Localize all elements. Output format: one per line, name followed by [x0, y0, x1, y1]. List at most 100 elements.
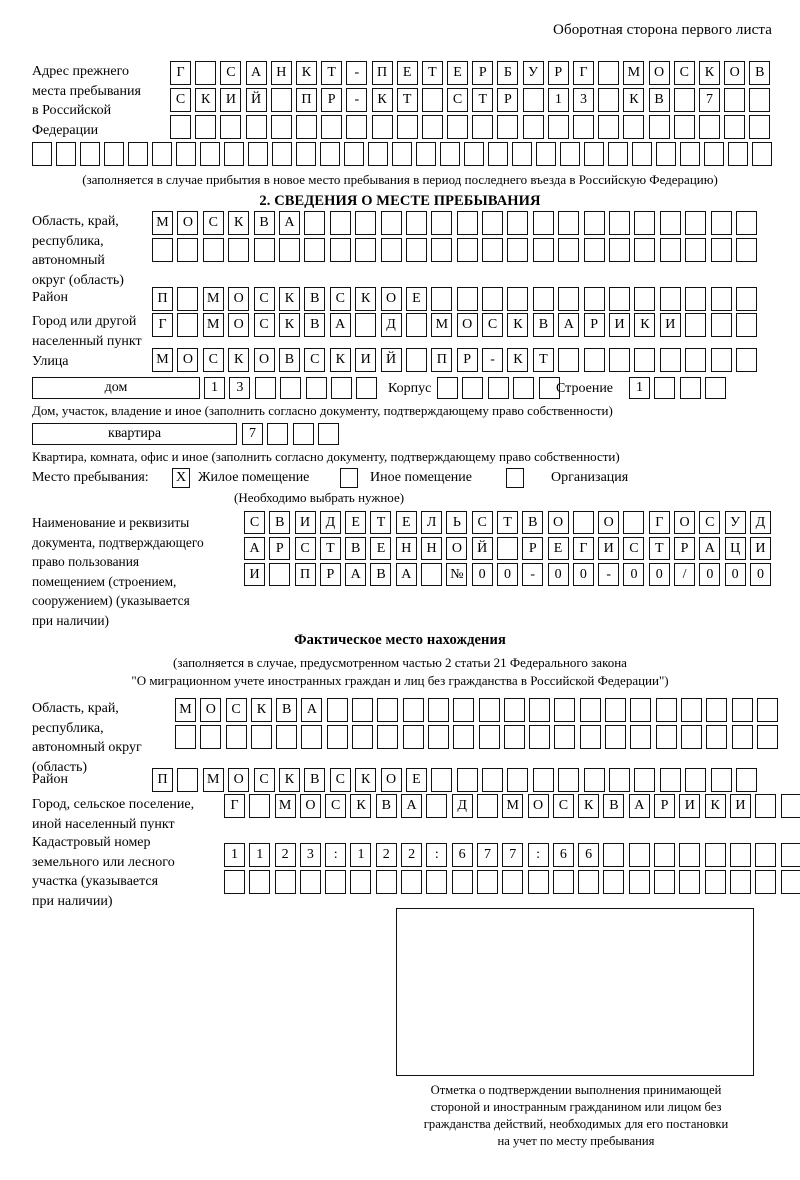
actual-region-cell[interactable]: К	[250, 698, 272, 722]
prev-address-cell[interactable]: Т	[396, 88, 418, 112]
prev-address-cell[interactable]	[320, 142, 340, 166]
region-cell[interactable]	[456, 238, 478, 262]
city-cell[interactable]	[177, 313, 199, 337]
street-cell[interactable]	[609, 348, 631, 372]
actual-region-cell[interactable]	[478, 725, 500, 749]
prev-address-cell[interactable]	[447, 115, 469, 139]
document-cell[interactable]: А	[395, 563, 417, 586]
document-cell[interactable]: У	[724, 511, 746, 534]
document-cell[interactable]: А	[244, 537, 265, 560]
house-cell[interactable]	[305, 377, 327, 399]
house-cell[interactable]	[356, 377, 378, 399]
prev-address-cell[interactable]: Г	[170, 61, 191, 85]
actual-region-row-2[interactable]	[175, 725, 782, 749]
prev-address-cell[interactable]: -	[346, 61, 368, 85]
cadastral-cell[interactable]: 2	[274, 843, 296, 867]
cadastral-cell[interactable]	[451, 870, 473, 894]
document-cell[interactable]: В	[345, 537, 367, 560]
actual-region-cell[interactable]	[579, 725, 601, 749]
actual-region-cell[interactable]	[326, 725, 348, 749]
prev-address-cell[interactable]	[598, 115, 620, 139]
region-cell[interactable]	[532, 238, 554, 262]
actual-city-cell[interactable]	[780, 794, 800, 818]
cadastral-cell[interactable]	[654, 870, 676, 894]
street-cell[interactable]	[634, 348, 656, 372]
region-cell[interactable]	[710, 211, 732, 235]
actual-region-cell[interactable]	[352, 725, 374, 749]
region-cell[interactable]	[329, 211, 351, 235]
actual-region-cell[interactable]	[377, 698, 399, 722]
region-cell[interactable]: С	[202, 211, 224, 235]
region-cell[interactable]	[532, 211, 554, 235]
cadastral-row-2[interactable]	[224, 870, 800, 894]
region-cell[interactable]	[507, 211, 529, 235]
prev-address-cell[interactable]: М	[623, 61, 645, 85]
actual-region-cell[interactable]	[605, 698, 627, 722]
document-cell[interactable]: 0	[572, 563, 594, 586]
prev-address-cell[interactable]	[321, 115, 343, 139]
street-cell[interactable]: И	[355, 348, 377, 372]
region-cell[interactable]	[507, 238, 529, 262]
district-cell[interactable]: С	[253, 287, 275, 311]
actual-region-cell[interactable]	[680, 698, 702, 722]
document-cell[interactable]: /	[674, 563, 696, 586]
actual-region-cell[interactable]	[276, 725, 298, 749]
district-cell[interactable]	[685, 287, 707, 311]
cadastral-cell[interactable]	[603, 870, 625, 894]
cadastral-cell[interactable]	[603, 843, 625, 867]
house-cell[interactable]	[280, 377, 302, 399]
prev-address-cell[interactable]: О	[648, 61, 670, 85]
prev-address-cell[interactable]: 1	[547, 88, 569, 112]
actual-district-cell[interactable]: К	[355, 768, 377, 792]
city-cell[interactable]: О	[456, 313, 478, 337]
house-cell[interactable]: 1	[204, 377, 225, 399]
document-cell[interactable]: В	[370, 563, 392, 586]
street-cell[interactable]: Р	[456, 348, 478, 372]
city-cell[interactable]: Д	[380, 313, 402, 337]
cadastral-cell[interactable]	[780, 870, 800, 894]
prev-address-cell[interactable]	[522, 88, 544, 112]
cadastral-cell[interactable]	[755, 843, 777, 867]
prev-address-cell[interactable]: С	[447, 88, 469, 112]
document-cell[interactable]: С	[623, 537, 645, 560]
prev-address-cell[interactable]	[728, 142, 748, 166]
actual-district-cell[interactable]: С	[329, 768, 351, 792]
checkbox-residential[interactable]: X	[172, 468, 190, 488]
cadastral-cell[interactable]: 6	[552, 843, 574, 867]
prev-address-cell[interactable]	[752, 142, 772, 166]
document-cell[interactable]: С	[471, 511, 493, 534]
cadastral-cell[interactable]	[578, 870, 600, 894]
actual-city-cell[interactable]	[249, 794, 271, 818]
prev-address-cell[interactable]	[673, 88, 695, 112]
cadastral-cell[interactable]	[679, 870, 701, 894]
district-cell[interactable]	[634, 287, 656, 311]
region-cell[interactable]: А	[278, 211, 300, 235]
actual-region-cell[interactable]	[554, 725, 576, 749]
checkbox-other-premises[interactable]	[340, 468, 358, 488]
region-cell[interactable]	[405, 211, 427, 235]
prev-address-cell[interactable]	[224, 142, 244, 166]
actual-city-cell[interactable]: Г	[224, 794, 245, 818]
document-cell[interactable]: Н	[421, 537, 443, 560]
actual-district-cell[interactable]	[532, 768, 554, 792]
region-cell[interactable]	[735, 238, 757, 262]
region-cell[interactable]	[380, 211, 402, 235]
document-cell[interactable]: 0	[648, 563, 670, 586]
region-cell[interactable]	[482, 238, 504, 262]
document-cell[interactable]: -	[522, 563, 544, 586]
document-cell[interactable]: О	[598, 511, 620, 534]
prev-address-cell[interactable]	[648, 115, 670, 139]
actual-district-cell[interactable]	[583, 768, 605, 792]
korpus-cell[interactable]	[538, 377, 560, 399]
document-cell[interactable]	[572, 511, 594, 534]
actual-region-cell[interactable]	[326, 698, 348, 722]
region-cell[interactable]	[583, 211, 605, 235]
document-cell[interactable]: 0	[699, 563, 721, 586]
street-cell[interactable]: Т	[532, 348, 554, 372]
cadastral-cell[interactable]	[502, 870, 524, 894]
document-cell[interactable]: Ц	[724, 537, 746, 560]
prev-address-cell[interactable]	[497, 115, 519, 139]
